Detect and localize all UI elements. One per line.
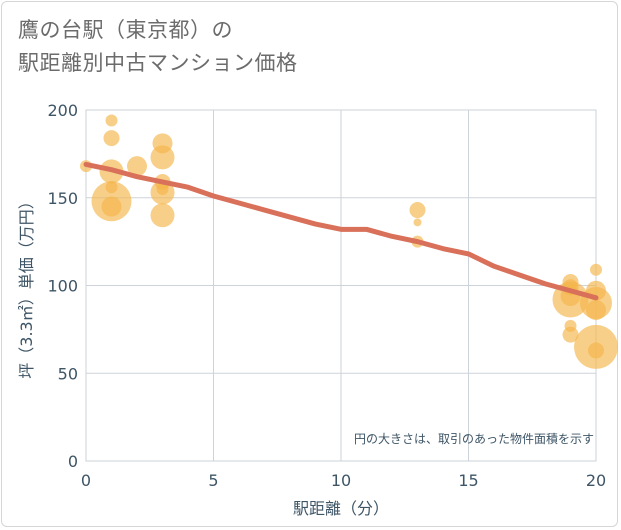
data-point [150,145,175,170]
x-tick-label: 0 [81,471,91,490]
average-line [83,161,599,301]
y-tick-label: 150 [47,189,78,208]
x-axis-label: 駅距離（分） [293,499,389,518]
chart-title: 鷹の台駅（東京都）の 駅距離別中古マンション価格 [18,14,298,80]
y-tick-label: 100 [47,277,78,296]
bubbles [80,114,618,369]
data-point [105,114,118,127]
x-tick-label: 20 [586,471,606,490]
size-note: 円の大きさは、取引のあった物件面積を示す [354,431,594,446]
data-point [101,196,122,217]
y-tick-label: 0 [68,452,78,471]
x-tick-label: 10 [331,471,351,490]
data-point [150,203,175,228]
data-point [413,218,422,227]
data-point [588,342,604,359]
grid [85,109,597,462]
y-axis-label: 坪（3.3㎡）単価（万円） [17,193,36,378]
data-point [590,263,602,276]
y-tick-label: 200 [47,101,78,120]
data-point [586,300,606,321]
data-point [409,202,426,219]
data-point [562,326,579,343]
x-tick-label: 15 [458,471,478,490]
data-point [127,156,147,177]
average-line-group [83,161,599,301]
data-point [103,130,120,147]
chart-title-line-1: 鷹の台駅（東京都）の [18,18,233,42]
x-tick-label: 5 [208,471,218,490]
data-point [150,180,175,205]
y-tick-label: 50 [58,364,78,383]
chart-title-line-2: 駅距離別中古マンション価格 [18,51,298,75]
